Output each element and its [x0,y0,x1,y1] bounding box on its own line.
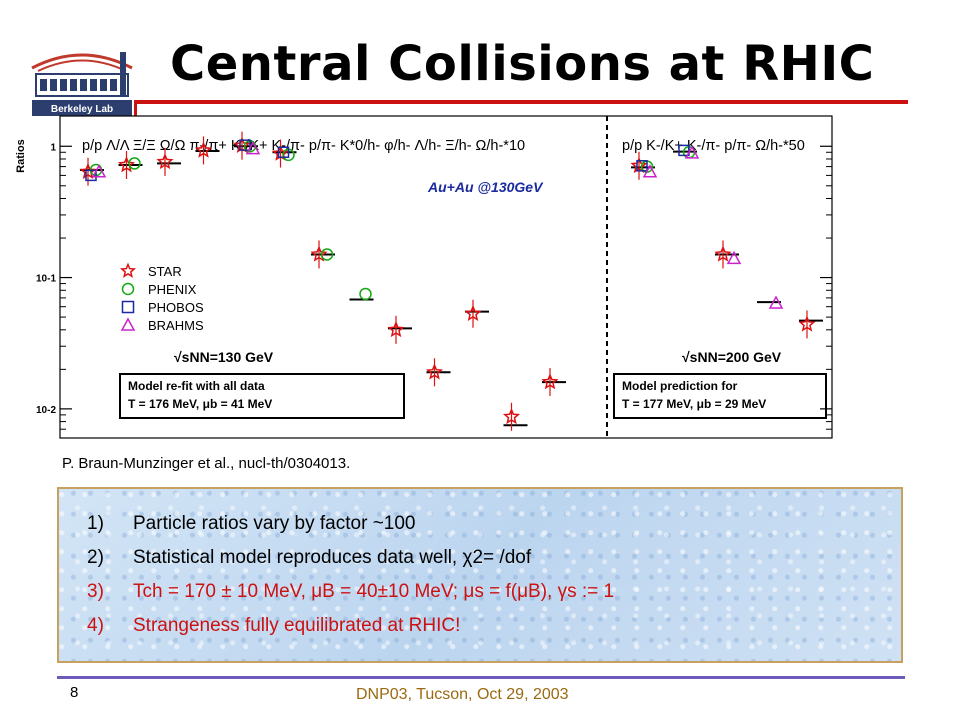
left-star-point [117,156,136,173]
summary-box: 1) Particle ratios vary by factor ~100 2)… [57,487,903,663]
left-star-point [387,320,405,338]
right-model-line-2: T = 177 MeV, μb = 29 MeV [622,397,766,411]
right-star-point [714,245,732,262]
berkeley-lab-logo: Berkeley Lab [31,52,133,116]
legend: STAR PHENIX PHOBOS BRAHMS [119,262,204,333]
left-phobos-point [85,169,97,182]
left-star-point [425,363,444,380]
left-phenix-point [320,248,334,261]
y-axis-label: Ratios [15,139,27,173]
right-brahms-point [726,250,742,265]
legend-phobos-marker [121,300,135,314]
left-star-point [464,304,482,321]
summary-point-4: 4) Strangeness fully equilibrated at RHIC… [87,615,461,636]
right-panel-header: p/p K-/K+ K-/π- p/π- Ω/h-*50 [622,138,805,154]
left-star-point [233,136,251,154]
right-star-point [630,156,648,174]
left-star-point [194,141,213,158]
ratios-chart: Ratios p/p Λ/Λ Ξ/Ξ Ω/Ω π-/π+ K-/K+ K-/π-… [15,115,833,439]
legend-label-star: STAR [148,264,182,279]
legend-star-marker [119,262,137,278]
left-phenix-point [128,157,141,170]
legend-label-phobos: PHOBOS [148,300,204,315]
left-brahms-point [245,141,261,155]
legend-phenix-marker [121,282,135,296]
left-model-box [119,373,405,419]
right-sqrt-label: √sNN=200 GeV [682,349,782,365]
title-rule [134,100,908,104]
summary-point-2: 2) Statistical model reproduces data well… [87,547,532,568]
left-panel-header: p/p Λ/Λ Ξ/Ξ Ω/Ω π-/π+ K-/K+ K-/π- p/π- K… [82,138,525,154]
left-phobos-point [239,139,251,151]
left-star-point [541,373,559,390]
page-title: Central Collisions at RHIC [170,36,875,92]
page-number: 8 [70,684,79,701]
right-phobos-point [678,144,690,157]
footer-text: DNP03, Tucson, Oct 29, 2003 [356,686,569,703]
left-model-line-2: T = 176 MeV, μb = 41 MeV [128,397,272,411]
summary-point-3: 3) Tch = 170 ± 10 MeV, μB = 40±10 MeV; μs… [87,581,615,602]
left-star-point [79,162,97,179]
left-star-point [310,245,328,262]
y-tick-label: 10-2 [36,405,56,416]
left-star-point [156,152,174,170]
summary-point-1: 1) Particle ratios vary by factor ~100 [87,513,416,534]
energy-label: Au+Au @130GeV [427,179,544,195]
right-brahms-point [642,164,658,178]
right-star-point [798,315,816,332]
left-model-line-1: Model re-fit with all data [128,379,265,393]
right-model-box [613,373,827,419]
right-model-line-1: Model prediction for [622,379,738,393]
legend-brahms-marker [120,317,136,331]
legend-label-phenix: PHENIX [148,282,197,297]
left-phenix-point [359,287,372,301]
legend-label-brahms: BRAHMS [148,318,204,333]
left-sqrt-label: √sNN=130 GeV [174,349,274,365]
left-brahms-point [91,164,107,178]
footer-rule [57,676,905,679]
right-brahms-point [684,145,700,159]
left-star-point [502,407,521,425]
right-brahms-point [768,295,784,309]
citation: P. Braun-Munzinger et al., nucl-th/03040… [62,455,351,472]
y-tick-label: 10-1 [36,274,56,285]
right-phobos-point [636,160,648,172]
left-phobos-point [277,146,290,159]
svg-text:Berkeley Lab: Berkeley Lab [51,104,113,115]
y-tick-label: 1 [50,142,56,153]
